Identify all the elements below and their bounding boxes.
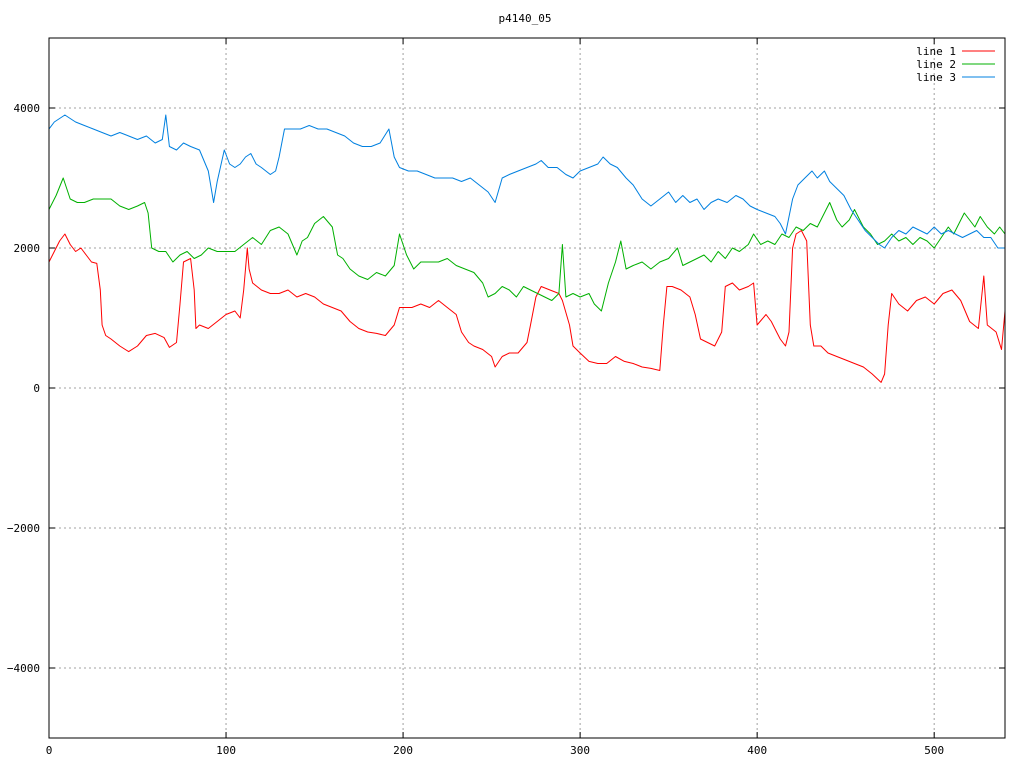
legend-label-3: line 3 [916,71,956,84]
x-tick-label: 100 [216,744,236,757]
series-line-3 [48,114,1005,249]
y-tick-label: −2000 [7,522,40,535]
y-tick-label: 4000 [14,102,41,115]
y-tick-label: 0 [33,382,40,395]
series-line-1 [48,230,1006,383]
x-tick-label: 300 [570,744,590,757]
chart-title: p4140_05 [499,12,552,25]
y-tick-label: −4000 [7,662,40,675]
plot-frame [48,37,1006,739]
tick-labels: 0 100 200 300 400 500 −4000 −2000 0 2000 4000 [7,102,944,757]
x-tick-label: 200 [393,744,413,757]
y-tick-label: 2000 [14,242,41,255]
series-line-2 [48,177,1006,312]
x-tick-label: 0 [46,744,53,757]
x-tick-label: 400 [747,744,767,757]
x-tick-label: 500 [924,744,944,757]
legend-label-2: line 2 [916,58,956,71]
series-layer [48,114,1006,383]
legend-label-1: line 1 [916,45,956,58]
